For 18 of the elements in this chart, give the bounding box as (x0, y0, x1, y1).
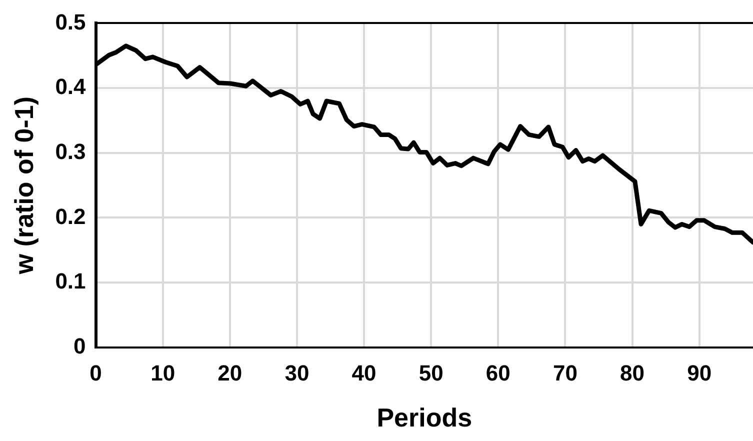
y-tick-label: 0.2 (55, 204, 86, 229)
x-tick-label: 40 (352, 360, 376, 386)
x-tick-label: 60 (486, 360, 510, 386)
y-tick-label: 0.4 (55, 74, 87, 100)
y-tick-label: 0.3 (55, 138, 86, 164)
x-tick-label: 90 (687, 360, 712, 386)
x-tick-label: 20 (218, 360, 242, 386)
x-tick-label: 10 (150, 360, 176, 386)
x-tick-label: 0 (90, 360, 102, 386)
y-axis-title: w (ratio of 0-1) (8, 96, 39, 276)
x-axis-title: Periods (376, 402, 472, 433)
y-tick-label: 0.5 (55, 9, 86, 34)
x-tick-label: 50 (418, 360, 444, 386)
x-tick-label: 30 (284, 360, 310, 386)
y-tick-label: 0 (74, 333, 86, 358)
x-tick-label: 80 (620, 360, 645, 386)
y-tick-label: 0.1 (55, 268, 86, 294)
x-tick-label: 70 (552, 360, 578, 386)
